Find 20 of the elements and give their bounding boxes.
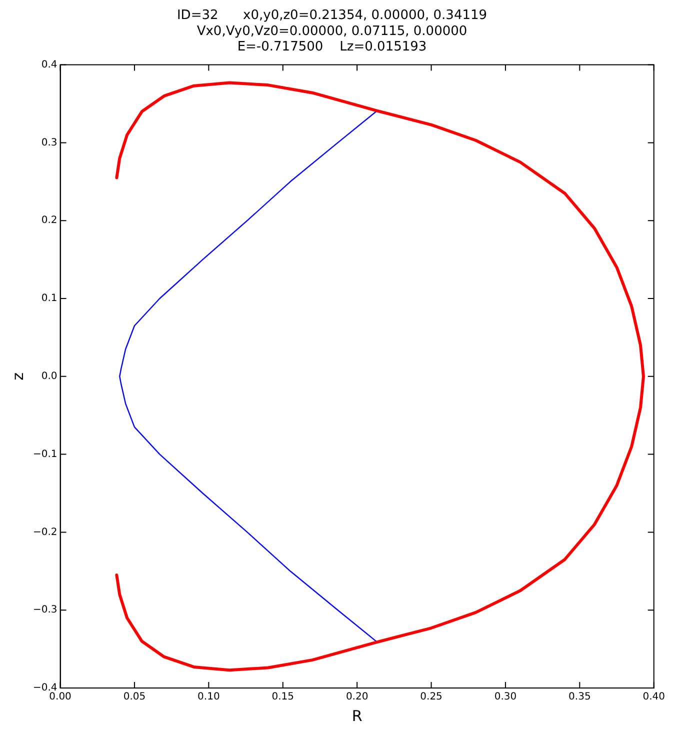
x-tick-label: 0.40 [642,692,665,703]
x-tick-label: 0.20 [346,692,368,703]
x-tick-label: 0.05 [123,692,146,703]
y-tick-label: −0.1 [32,448,58,460]
y-tick-label: −0.2 [32,526,58,538]
x-axis-title: R [352,706,362,725]
y-tick-label: 0.0 [41,370,58,382]
y-tick-label: 0.3 [41,137,58,148]
chart-title: ID=32 x0,y0,z0=0.21354, 0.00000, 0.34119 Vx0,Vy0,Vz0=0.00000, 0.07115, 0.00000 E=-0.717500 Lz=0.015193 [176,8,488,54]
y-tick-label: 0.2 [41,215,58,226]
x-tick-label: 0.30 [494,692,517,703]
x-tick-label: 0.25 [420,692,442,703]
y-tick-label: 0.1 [41,293,58,304]
x-tick-label: 0.00 [49,692,72,703]
y-tick-label: 0.4 [41,59,58,70]
y-axis-title: z [8,372,27,380]
x-tick-label: 0.35 [568,692,591,703]
y-tick-label: −0.3 [32,604,58,616]
x-tick-label: 0.10 [198,692,220,703]
x-tick-label: 0.15 [272,692,294,703]
